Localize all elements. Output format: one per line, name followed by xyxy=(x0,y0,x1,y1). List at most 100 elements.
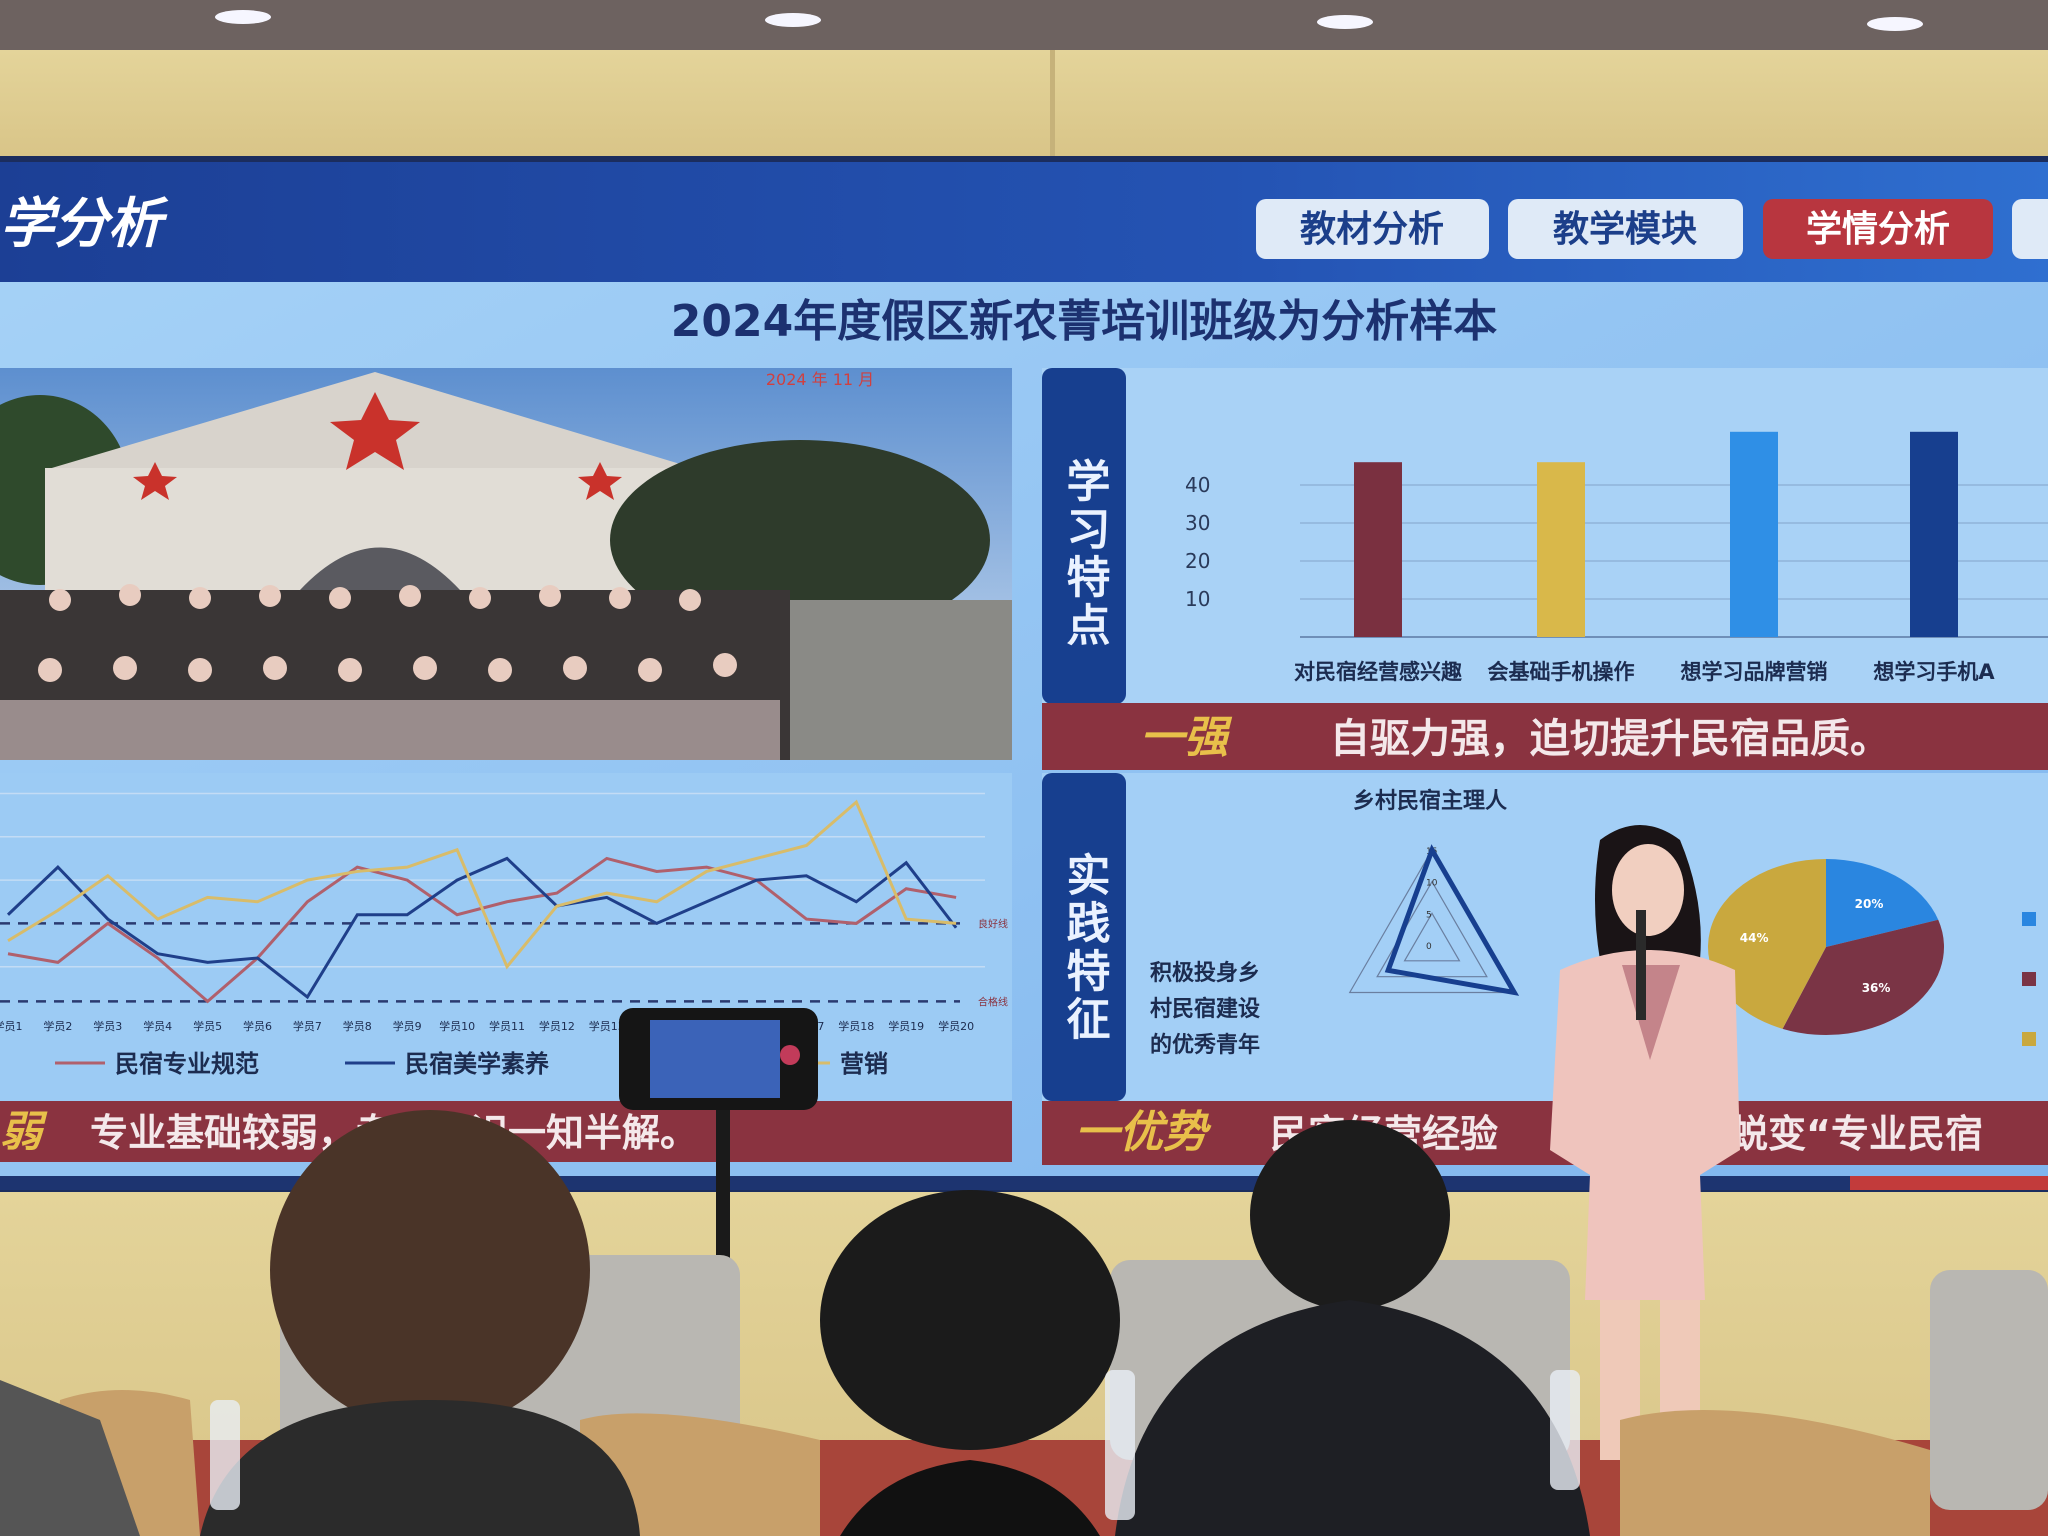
x-tick-label: 学员7 xyxy=(293,1019,322,1033)
chair xyxy=(1620,1410,1930,1536)
y-tick-label: 30 xyxy=(1185,511,1210,535)
x-tick-label: 学员5 xyxy=(193,1019,222,1033)
x-tick-label: 学员3 xyxy=(93,1019,122,1033)
advantage-text-b: 蜕变“专业民宿 xyxy=(1730,1112,1983,1156)
radar-series xyxy=(1384,844,1520,996)
weakness-tag: 弱 xyxy=(0,1107,48,1156)
legend-label: 民宿专业规范 xyxy=(115,1050,259,1078)
weak-panel: 良好线合格线学员1 学员2 学员3 学员4 学员5 学员6 学员7 学员8 学员9 学员10 学员1… xyxy=(0,773,1012,1162)
tab-jiaocai[interactable]: 教材分析 xyxy=(1256,199,1489,259)
x-tick-label: 学员13 xyxy=(589,1019,625,1033)
strength-tag: 一强 xyxy=(1140,712,1233,763)
radar-tick-label: 0 xyxy=(1426,942,1432,952)
bar xyxy=(1910,431,1958,637)
photo-date-stamp: 2024 年 11 月 xyxy=(766,370,874,389)
reference-line-label: 良好线 xyxy=(978,917,1008,930)
pie-slice-label: 44% xyxy=(1740,931,1769,945)
x-tick-label: 学员6 xyxy=(243,1019,272,1033)
x-tick-label: 学员12 xyxy=(539,1019,575,1033)
radar-tick-label: 10 xyxy=(1426,879,1438,889)
tab-jiaocai-label: 教材分析 xyxy=(1300,209,1444,250)
water-bottle xyxy=(210,1400,240,1510)
advantage-tag: 一优势 xyxy=(1075,1107,1212,1158)
radar-grid xyxy=(1403,912,1461,962)
bar-chart: 10 20 30 40 对民宿经营感兴趣 会基础手机操作 想学习品牌营销 想学习手机A xyxy=(1185,431,2048,684)
legend-swatch xyxy=(2022,912,2036,926)
x-tick-label: 会基础手机操作 xyxy=(1488,660,1635,684)
side-label-box xyxy=(1042,773,1126,1101)
x-tick-label: 学员20 xyxy=(938,1019,974,1033)
y-tick-label: 10 xyxy=(1185,587,1210,611)
person-woman-hair xyxy=(270,1110,590,1430)
section-title: 学分析 xyxy=(0,192,169,255)
x-tick-label: 想学习手机A xyxy=(1873,660,1995,684)
bar xyxy=(1537,462,1585,637)
legend-label: 民宿美学素养 xyxy=(405,1050,549,1078)
legend-label: 营销 xyxy=(840,1050,888,1078)
legend-swatch xyxy=(2022,972,2036,986)
star-icon xyxy=(578,462,622,500)
strength-text: 自驱力强，迫切提升民宿品质。 xyxy=(1330,716,1890,762)
side-label-box xyxy=(1042,368,1126,704)
x-tick-label: 学员8 xyxy=(343,1019,372,1033)
bar xyxy=(1730,431,1778,637)
x-tick-label: 学员19 xyxy=(888,1019,924,1033)
radar-axis-label-left: 村民宿建设 xyxy=(1150,996,1260,1022)
line-chart: 良好线合格线学员1 学员2 学员3 学员4 学员5 学员6 学员7 学员8 学员9 学员10 学员1… xyxy=(0,792,1008,1078)
tab-jiaoxue[interactable]: 教学模块 xyxy=(1508,199,1743,259)
group-photo: 2024 年 11 月 xyxy=(0,368,1012,760)
reference-line-label: 合格线 xyxy=(978,995,1008,1008)
x-tick-label: 想学习品牌营销 xyxy=(1681,660,1828,684)
y-tick-label: 20 xyxy=(1185,549,1210,573)
series-line-2 xyxy=(6,856,958,1000)
ceiling-lights xyxy=(215,10,1923,31)
x-tick-label: 学员4 xyxy=(143,1019,172,1033)
chair xyxy=(580,1413,820,1536)
y-tick-label: 40 xyxy=(1185,473,1210,497)
strength-band xyxy=(1042,703,2048,770)
tab-xueqing-label: 学情分析 xyxy=(1806,208,1950,250)
tab-more[interactable] xyxy=(2012,199,2048,259)
water-bottle xyxy=(1105,1370,1135,1520)
star-icon xyxy=(133,462,177,500)
radar-axis-label-left: 的优秀青年 xyxy=(1150,1032,1260,1058)
pie-slice-label: 20% xyxy=(1855,897,1884,911)
pie-slice xyxy=(1708,858,1826,1029)
water-bottle xyxy=(1550,1370,1580,1490)
screen-bottom-accent xyxy=(1850,1176,2048,1190)
slide-subtitle: 2024年度假区新农菁培训班级为分析样本 xyxy=(671,296,1497,347)
radar-tick-label: 5 xyxy=(1426,910,1432,920)
audience xyxy=(0,1110,2048,1536)
bar xyxy=(1354,462,1402,637)
star-icon xyxy=(330,392,420,470)
ceiling xyxy=(0,0,2048,50)
x-tick-label: 学员10 xyxy=(439,1019,475,1033)
side-label-practice: 实践特征 xyxy=(1059,852,1111,1044)
pie-slice-label: 36% xyxy=(1862,981,1891,995)
x-tick-label: 对民宿经营感兴趣 xyxy=(1294,660,1463,684)
advantage-band xyxy=(1042,1101,2048,1165)
x-tick-label: 学员9 xyxy=(393,1019,422,1033)
radar-axis-label-left: 积极投身乡 xyxy=(1150,960,1260,986)
wall-upper xyxy=(0,50,2048,162)
person-right-head xyxy=(1250,1120,1450,1310)
person-left-edge xyxy=(0,1380,140,1536)
pie-slice xyxy=(1782,919,1944,1035)
courtyard xyxy=(760,600,1012,760)
microphone-icon xyxy=(1636,910,1646,1020)
x-tick-label: 学员18 xyxy=(838,1019,874,1033)
series-line-3 xyxy=(7,799,957,970)
tab-jiaoxue-label: 教学模块 xyxy=(1553,208,1697,250)
radar-axis-label-top: 乡村民宿主理人 xyxy=(1353,788,1507,814)
learning-panel: 学习特点 10 20 30 40 对民宿经营感兴趣 会基础手机操作 想学习品牌营销 想学习手机… xyxy=(1042,368,2048,770)
x-tick-label: 学员2 xyxy=(43,1019,72,1033)
pie-slice xyxy=(1826,859,1939,947)
person-center-head xyxy=(820,1190,1120,1450)
x-tick-label: 学员11 xyxy=(489,1019,525,1033)
pie-chart: 20% 36% 44% xyxy=(1708,858,2036,1046)
tab-xueqing[interactable]: 学情分析 xyxy=(1763,199,1993,259)
wall-seam xyxy=(1050,50,1055,162)
